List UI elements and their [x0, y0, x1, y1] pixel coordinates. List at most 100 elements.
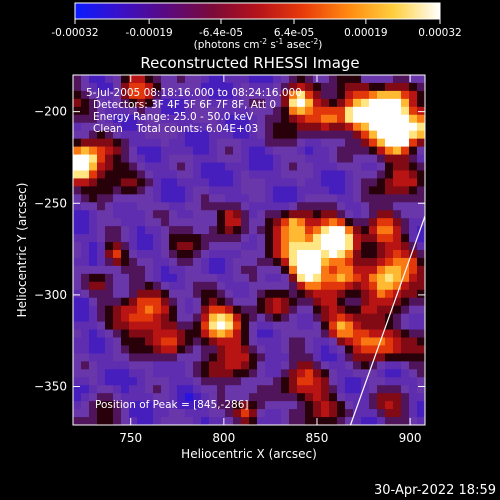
- heatmap-cell: [185, 122, 194, 132]
- heatmap-cell: [313, 202, 322, 211]
- heatmap-cell: [121, 162, 130, 172]
- heatmap-cell: [305, 226, 314, 235]
- heatmap-cell: [233, 321, 242, 331]
- heatmap-cell: [409, 170, 418, 179]
- heatmap-cell: [321, 297, 330, 307]
- heatmap-cell: [385, 250, 394, 259]
- heatmap-cell: [265, 289, 274, 299]
- heatmap-cell: [73, 281, 82, 291]
- heatmap-cell: [129, 305, 138, 315]
- heatmap-cell: [345, 393, 354, 402]
- heatmap-cell: [353, 305, 362, 315]
- heatmap-cell: [377, 234, 386, 243]
- heatmap-cell: [345, 242, 354, 251]
- heatmap-cell: [393, 82, 402, 92]
- heatmap-cell: [409, 234, 418, 243]
- heatmap-cell: [417, 313, 425, 323]
- heatmap-cell: [201, 281, 210, 291]
- heatmap-cell: [289, 178, 298, 187]
- heatmap-cell: [81, 321, 90, 331]
- heatmap-cell: [401, 281, 410, 291]
- heatmap-cell: [153, 321, 162, 331]
- heatmap-cell: [145, 313, 154, 323]
- heatmap-cell: [393, 313, 402, 323]
- heatmap-cell: [393, 130, 402, 140]
- heatmap-cell: [89, 122, 98, 132]
- heatmap-cell: [369, 114, 378, 124]
- heatmap-cell: [385, 186, 394, 195]
- heatmap-cell: [337, 75, 346, 84]
- heatmap-cell: [417, 401, 425, 410]
- heatmap-cell: [361, 393, 370, 402]
- heatmap-cell: [73, 114, 82, 124]
- heatmap-cell: [217, 194, 226, 203]
- x-tick-label: 900: [399, 431, 422, 445]
- heatmap-cell: [281, 313, 290, 323]
- heatmap-cell: [409, 393, 418, 402]
- heatmap-cell: [273, 106, 282, 116]
- heatmap-cell: [377, 178, 386, 187]
- heatmap-cell: [233, 297, 242, 307]
- heatmap-cell: [217, 75, 226, 84]
- heatmap-cell: [81, 106, 90, 116]
- heatmap-cell: [265, 313, 274, 323]
- heatmap-cell: [289, 369, 298, 378]
- heatmap-cell: [145, 273, 154, 283]
- heatmap-cell: [73, 242, 82, 251]
- heatmap-cell: [225, 281, 234, 291]
- heatmap-cell: [273, 210, 282, 219]
- heatmap-cell: [305, 250, 314, 259]
- heatmap-cell: [81, 329, 90, 339]
- heatmap-cell: [401, 178, 410, 187]
- heatmap-cell: [129, 385, 138, 394]
- heatmap-cell: [81, 361, 90, 370]
- heatmap-cell: [233, 90, 242, 100]
- heatmap-cell: [145, 329, 154, 339]
- heatmap-cell: [273, 257, 282, 267]
- heatmap-cell: [161, 170, 170, 179]
- heatmap-cell: [409, 162, 418, 172]
- heatmap-cell: [273, 82, 282, 92]
- heatmap-cell: [145, 289, 154, 299]
- heatmap-cell: [201, 194, 210, 203]
- heatmap-cell: [145, 130, 154, 140]
- heatmap-cell: [121, 242, 130, 251]
- heatmap-cell: [105, 114, 114, 124]
- heatmap-cell: [321, 313, 330, 323]
- heatmap-cell: [297, 122, 306, 132]
- heatmap-cell: [153, 146, 162, 156]
- heatmap-cell: [81, 170, 90, 179]
- heatmap-cell: [209, 226, 218, 235]
- heatmap-cell: [409, 146, 418, 156]
- heatmap-cell: [297, 361, 306, 370]
- heatmap-cell: [305, 273, 314, 283]
- heatmap-cell: [81, 226, 90, 235]
- heatmap-cell: [105, 265, 114, 275]
- heatmap-cell: [329, 194, 338, 203]
- heatmap-cell: [345, 281, 354, 291]
- heatmap-cell: [201, 409, 210, 418]
- heatmap-cell: [105, 313, 114, 323]
- heatmap-cell: [73, 146, 82, 156]
- heatmap-cell: [297, 289, 306, 299]
- heatmap-cell: [121, 122, 130, 132]
- heatmap-cell: [321, 417, 330, 425]
- heatmap-cell: [297, 281, 306, 291]
- heatmap-cell: [185, 377, 194, 386]
- heatmap-cell: [169, 281, 178, 291]
- heatmap-cell: [273, 417, 282, 425]
- heatmap-cell: [417, 361, 425, 370]
- heatmap-cell: [193, 106, 202, 116]
- heatmap-cell: [209, 369, 218, 378]
- heatmap-cell: [209, 186, 218, 195]
- heatmap-cell: [201, 226, 210, 235]
- heatmap-cell: [249, 154, 258, 164]
- chart-title: Reconstructed RHESSI Image: [140, 54, 359, 72]
- heatmap-cell: [369, 162, 378, 172]
- heatmap-cell: [353, 377, 362, 386]
- heatmap-cell: [105, 170, 114, 179]
- heatmap-cell: [249, 178, 258, 187]
- heatmap-cell: [377, 138, 386, 148]
- heatmap-cell: [97, 82, 106, 92]
- heatmap-cell: [361, 345, 370, 354]
